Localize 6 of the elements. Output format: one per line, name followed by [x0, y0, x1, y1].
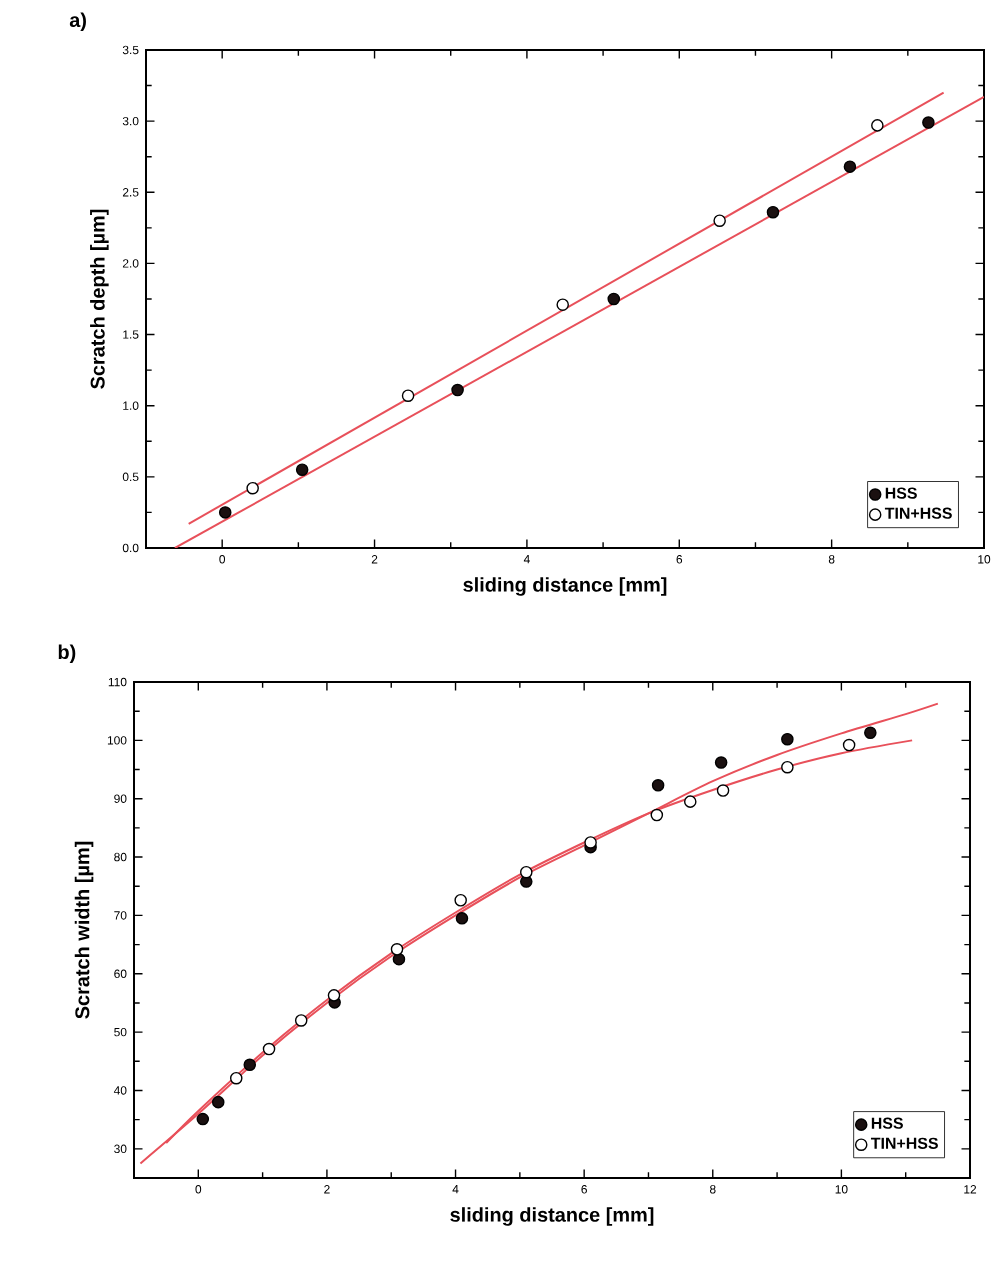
y-axis-title: Scratch width [µm] — [74, 841, 94, 1019]
x-axis-title: sliding distance [mm] — [463, 577, 667, 596]
y-axis-title: Scratch depth [µm] — [90, 209, 109, 389]
chart-title: b) — [58, 644, 76, 664]
chart-title: a) — [69, 12, 86, 31]
x-axis-title: sliding distance [mm] — [450, 1207, 654, 1226]
